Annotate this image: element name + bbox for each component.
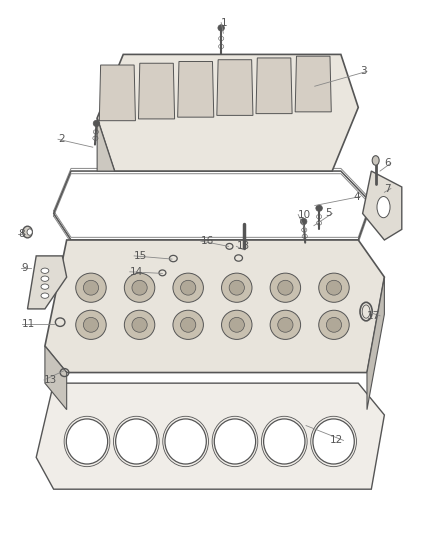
Ellipse shape — [173, 273, 203, 302]
Ellipse shape — [41, 293, 49, 298]
Text: 16: 16 — [201, 236, 214, 246]
Polygon shape — [36, 383, 385, 489]
Ellipse shape — [23, 226, 32, 238]
Polygon shape — [178, 61, 214, 117]
Ellipse shape — [270, 273, 300, 302]
Ellipse shape — [93, 120, 100, 127]
Ellipse shape — [222, 310, 252, 340]
Text: 13: 13 — [237, 241, 250, 252]
Ellipse shape — [222, 273, 252, 302]
Text: 17: 17 — [367, 311, 380, 321]
Ellipse shape — [83, 317, 99, 332]
Ellipse shape — [319, 273, 349, 302]
Text: 6: 6 — [384, 158, 391, 168]
Ellipse shape — [270, 310, 300, 340]
Text: 2: 2 — [58, 134, 64, 144]
Polygon shape — [45, 240, 385, 373]
Polygon shape — [217, 60, 253, 115]
Text: 10: 10 — [298, 209, 311, 220]
Text: 7: 7 — [384, 183, 391, 193]
Text: 12: 12 — [330, 435, 343, 446]
Ellipse shape — [41, 284, 49, 289]
Polygon shape — [99, 65, 135, 120]
Ellipse shape — [132, 317, 147, 332]
Ellipse shape — [132, 280, 147, 295]
Text: 11: 11 — [22, 319, 35, 329]
Polygon shape — [256, 58, 292, 114]
Ellipse shape — [229, 280, 244, 295]
Ellipse shape — [300, 219, 307, 225]
Polygon shape — [367, 277, 385, 410]
Text: 5: 5 — [325, 208, 332, 219]
Ellipse shape — [76, 310, 106, 340]
Text: 14: 14 — [130, 267, 143, 277]
Ellipse shape — [116, 419, 157, 464]
Ellipse shape — [264, 419, 305, 464]
Ellipse shape — [124, 310, 155, 340]
Ellipse shape — [165, 419, 206, 464]
Ellipse shape — [76, 273, 106, 302]
Text: 3: 3 — [360, 67, 367, 76]
Ellipse shape — [124, 273, 155, 302]
Ellipse shape — [214, 419, 256, 464]
Polygon shape — [138, 63, 175, 119]
Ellipse shape — [173, 310, 203, 340]
Ellipse shape — [41, 268, 49, 273]
Ellipse shape — [319, 310, 349, 340]
Text: 9: 9 — [21, 263, 28, 272]
Polygon shape — [45, 346, 67, 410]
Ellipse shape — [313, 419, 354, 464]
Text: 4: 4 — [354, 191, 360, 201]
Ellipse shape — [229, 317, 244, 332]
Text: 1: 1 — [221, 18, 228, 28]
Text: 13: 13 — [44, 375, 57, 385]
Text: 8: 8 — [18, 229, 25, 239]
Polygon shape — [295, 56, 331, 112]
Ellipse shape — [326, 317, 342, 332]
Ellipse shape — [41, 276, 49, 281]
Ellipse shape — [316, 205, 322, 212]
Ellipse shape — [180, 280, 196, 295]
Ellipse shape — [278, 280, 293, 295]
Polygon shape — [28, 256, 67, 309]
Polygon shape — [97, 118, 115, 171]
Ellipse shape — [180, 317, 196, 332]
Polygon shape — [97, 54, 358, 171]
Text: 15: 15 — [134, 251, 147, 261]
Ellipse shape — [372, 156, 379, 165]
Ellipse shape — [83, 280, 99, 295]
Ellipse shape — [218, 25, 224, 31]
Ellipse shape — [326, 280, 342, 295]
Ellipse shape — [278, 317, 293, 332]
Ellipse shape — [27, 229, 32, 235]
Ellipse shape — [66, 419, 108, 464]
Polygon shape — [363, 171, 402, 240]
Ellipse shape — [377, 197, 390, 217]
